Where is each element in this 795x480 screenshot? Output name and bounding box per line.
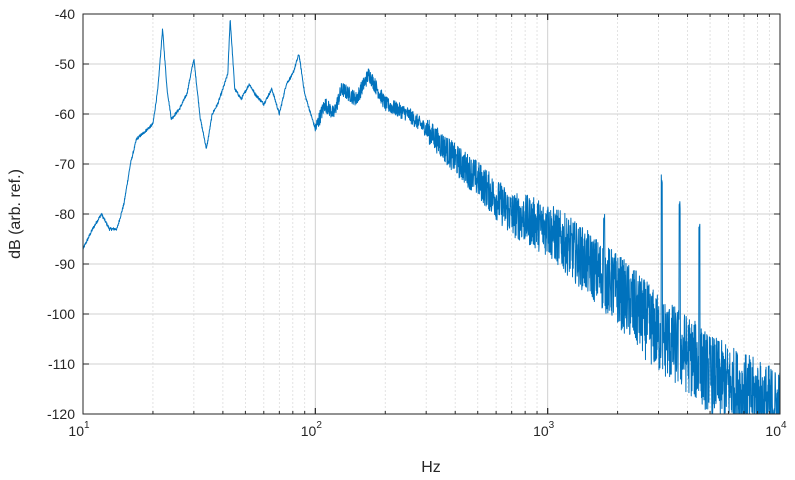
y-tick-label: -40 — [55, 6, 75, 22]
y-tick-label: -70 — [55, 156, 75, 172]
y-tick-label: -100 — [47, 306, 75, 322]
axis-ticks — [82, 13, 781, 415]
x-tick-label: 103 — [533, 420, 555, 439]
x-tick-label: 104 — [765, 420, 787, 439]
y-axis-title: dB (arb. ref.) — [7, 169, 24, 259]
spectrum-line — [82, 20, 781, 415]
y-tick-label: -110 — [48, 356, 75, 372]
y-tick-label: -50 — [55, 56, 75, 72]
y-tick-label: -60 — [55, 106, 75, 122]
y-tick-label: -90 — [55, 256, 75, 272]
y-tick-label: -80 — [55, 206, 75, 222]
x-tick-label: 101 — [68, 420, 90, 439]
x-tick-label: 102 — [301, 420, 323, 439]
x-axis-title: Hz — [421, 459, 441, 476]
y-tick-label: -120 — [47, 406, 75, 422]
